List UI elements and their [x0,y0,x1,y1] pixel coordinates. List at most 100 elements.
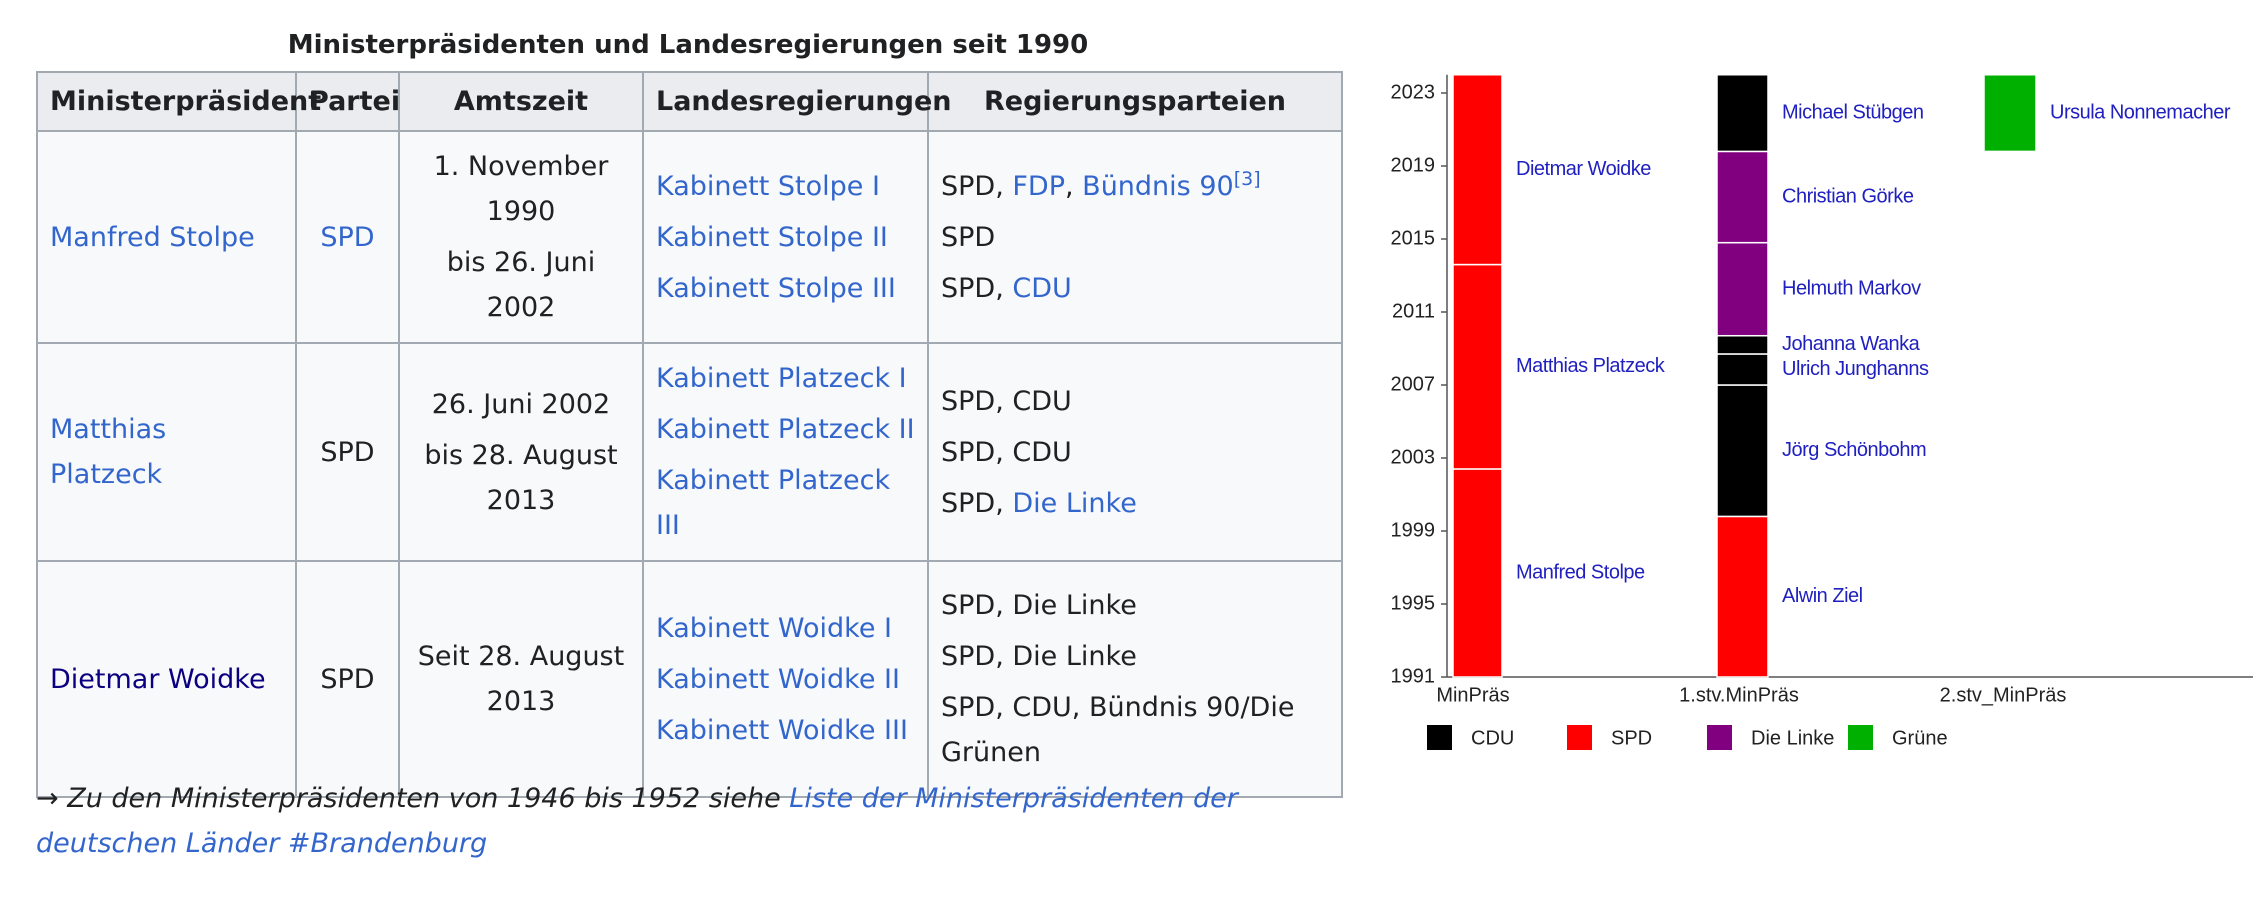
cell-link[interactable]: Kabinett Platzeck I [656,363,907,394]
table-cell: SPD, CDU SPD, CDU SPD, Die Linke [927,342,1343,562]
column-header: Partei [295,71,400,132]
y-tick-label: 2011 [1392,300,1435,322]
x-category-label: 2.stv_MinPräs [1940,684,2067,706]
cell-text: SPD, Die Linke [941,641,1137,672]
cell-line: SPD, Die Linke [941,583,1329,628]
person-label: Alwin Ziel [1782,585,1863,607]
cell-line: 1. November 1990 [412,144,630,234]
column-header: Amtszeit [398,71,644,132]
legend-label: SPD [1611,727,1652,749]
tenure-bar [1716,334,1769,355]
cell-link[interactable]: Kabinett Platzeck II [656,414,915,445]
legend-label: Die Linke [1751,727,1834,749]
person-label: Johanna Wanka [1782,333,1921,355]
cell-text: SPD, CDU, Bündnis 90/Die Grünen [941,692,1295,768]
cell-link[interactable]: Die Linke [1012,487,1137,519]
tenure-bar [1716,74,1769,153]
person-label: Ursula Nonnemacher [2050,101,2231,123]
table-cell: Kabinett Platzeck I Kabinett Platzeck II K… [642,342,929,562]
cell-text: Seit 28. August 2013 [417,641,625,717]
cell-link[interactable]: Kabinett Woidke I [656,612,892,644]
tenure-bar [1716,150,1769,244]
tenure-bar [1452,263,1503,470]
cell-line: Seit 28. August 2013 [412,634,630,724]
cell-link[interactable]: Kabinett Platzeck III [656,465,891,541]
table-cell: SPD [295,342,400,562]
cell-line: 26. Juni 2002 [412,382,630,427]
legend-swatch [1707,725,1732,750]
cell-text: SPD, Die Linke [941,590,1137,621]
y-tick-label: 1999 [1391,519,1436,541]
person-label: Helmuth Markov [1782,277,1921,299]
footer-note: → Zu den Ministerpräsidenten von 1946 bi… [36,776,1336,866]
table-cell: Matthias Platzeck [36,342,297,562]
cell-line: SPD [309,657,386,702]
cell-link[interactable]: [3] [1233,167,1261,190]
table-cell: Manfred Stolpe [36,130,297,344]
cell-link[interactable]: CDU [1012,272,1072,304]
cell-link[interactable]: Kabinett Stolpe II [656,221,888,253]
tenure-bar [1452,468,1503,678]
person-label: Christian Görke [1782,185,1914,207]
table-row: Matthias Platzeck SPD 26. Juni 2002 bis 28.… [36,342,1343,562]
y-tick-label: 2019 [1391,154,1436,176]
cell-line: Kabinett Stolpe I [656,164,915,209]
cell-link[interactable]: Dietmar Woidke [50,663,266,695]
cell-link[interactable]: FDP [1012,170,1065,202]
person-label: Dietmar Woidke [1516,158,1651,180]
cell-link[interactable]: Bündnis 90 [1082,170,1234,202]
y-tick-label: 1995 [1391,592,1436,614]
tenure-bar [1983,74,2037,153]
cell-line: Manfred Stolpe [50,215,283,260]
y-tick-label: 2003 [1391,446,1436,468]
person-label: Jörg Schönbohm [1782,439,1926,461]
table-cell: Dietmar Woidke [36,560,297,798]
cell-line: SPD [941,215,1329,260]
cell-link[interactable]: Kabinett Woidke II [656,663,900,695]
cell-text: , [1065,170,1083,202]
table-cell: Kabinett Stolpe I Kabinett Stolpe II Kabin… [642,130,929,344]
tenure-bar [1716,353,1769,386]
table-cell: SPD, Die Linke SPD, Die Linke SPD, CDU, Bü… [927,560,1343,798]
legend-label: CDU [1471,727,1514,749]
table-cell: SPD [295,560,400,798]
person-label: Michael Stübgen [1782,101,1923,123]
cell-line: SPD [309,215,386,260]
table-cell: SPD, FDP, Bündnis 90[3] SPD SPD, CDU [927,130,1343,344]
cell-line: SPD, Die Linke [941,634,1329,679]
cell-link[interactable]: Matthias Platzeck [50,414,167,490]
cell-line: Kabinett Platzeck III [656,458,915,548]
person-label: Matthias Platzeck [1516,355,1666,377]
cell-line: Matthias Platzeck [50,407,283,497]
cell-line: Kabinett Stolpe III [656,266,915,311]
x-category-label: 1.stv.MinPräs [1679,684,1799,706]
table-row: Manfred Stolpe SPD 1. November 1990 bis 26.… [36,130,1343,344]
cell-link[interactable]: Kabinett Stolpe III [656,272,896,304]
legend-swatch [1848,725,1873,750]
footer-link[interactable]: Liste der Ministerpräsidenten der deutsc… [36,783,1238,859]
y-tick-label: 2023 [1391,81,1436,103]
cell-link[interactable]: Kabinett Woidke III [656,714,908,746]
person-label: Ulrich Junghanns [1782,358,1929,380]
cell-link[interactable]: Kabinett Stolpe I [656,170,880,202]
table-cell: Kabinett Woidke I Kabinett Woidke II Kabin… [642,560,929,798]
header-row: Ministerpräsident Partei Amtszeit Landesreg… [36,71,1343,132]
tenure-bar [1716,241,1769,337]
table-row: Dietmar Woidke SPD Seit 28. August 2013 Kab… [36,560,1343,798]
cell-line: bis 28. August 2013 [412,433,630,523]
cell-link[interactable]: Manfred Stolpe [50,221,255,253]
cell-line: Kabinett Platzeck II [656,407,915,452]
tenure-bar [1716,515,1769,678]
cell-line: SPD, CDU [941,430,1329,475]
cell-line: Kabinett Woidke II [656,657,915,702]
cell-line: SPD, CDU [941,266,1329,311]
column-header: Ministerpräsident [36,71,321,132]
cell-text: SPD, CDU [941,436,1072,468]
footer-text: → Zu den Ministerpräsidenten von 1946 bi… [36,783,790,814]
table-cell: SPD [295,130,400,344]
cell-line: SPD [309,430,386,475]
y-tick-label: 2007 [1391,373,1436,395]
cell-line: SPD, CDU [941,379,1329,424]
cell-link[interactable]: SPD [320,221,375,253]
